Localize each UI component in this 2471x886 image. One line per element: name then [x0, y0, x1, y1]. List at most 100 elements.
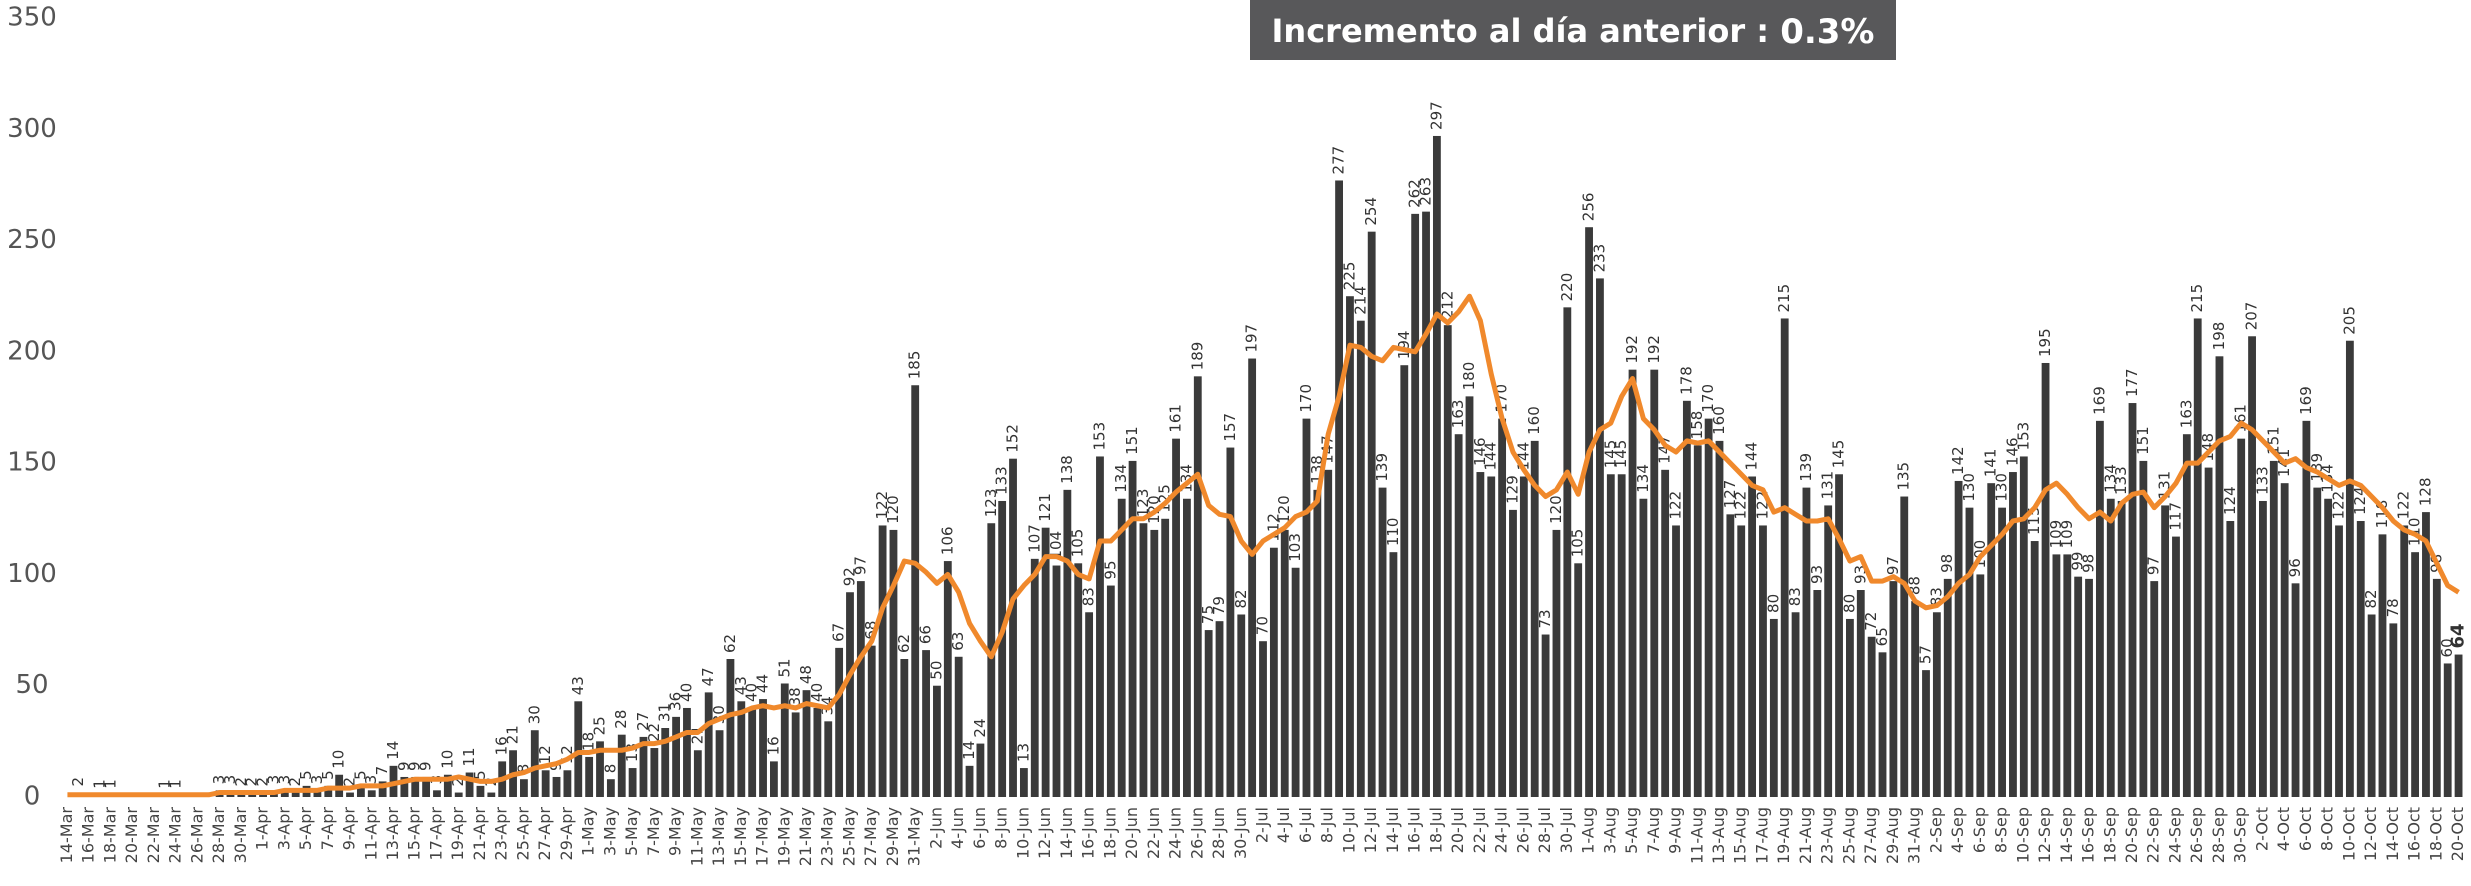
data-label: 169 [2297, 386, 2315, 415]
x-tick-label: 20-Sep [2122, 807, 2141, 863]
bar [1476, 472, 1485, 797]
data-label: 133 [993, 466, 1011, 495]
bar [1454, 434, 1463, 797]
bar [683, 707, 691, 797]
bar [737, 701, 746, 797]
data-label: 12 [536, 745, 554, 764]
bar [1248, 358, 1257, 797]
bar [367, 790, 376, 797]
bar [1041, 527, 1050, 797]
data-label: 1 [101, 779, 119, 789]
bar [1335, 180, 1343, 797]
bar [2302, 420, 2311, 797]
bar [2345, 340, 2354, 797]
x-tick-label: 14-Mar [57, 807, 76, 864]
y-tick-label: 250 [7, 225, 57, 255]
x-tick-label: 8-Oct [2318, 807, 2337, 851]
x-tick-label: 28-Jul [1535, 807, 1554, 853]
data-label: 130 [1993, 473, 2011, 502]
chart-title: Incremento al día anterior : 0.3% [1272, 12, 1875, 52]
bar [1585, 227, 1593, 797]
data-label: 256 [1580, 193, 1598, 222]
x-tick-label: 11-Apr [361, 807, 380, 861]
x-tick-label: 9-Apr [340, 807, 359, 851]
x-tick-label: 3-Aug [1600, 807, 1619, 854]
x-tick-label: 8-Sep [1992, 807, 2011, 853]
bar [1085, 612, 1094, 797]
data-label: 30 [525, 705, 543, 724]
bar [617, 734, 626, 797]
data-label: 170 [1699, 384, 1717, 413]
bar [1280, 529, 1289, 797]
x-tick-label: 5-May [622, 807, 641, 856]
bar [2019, 456, 2028, 797]
bar [280, 790, 289, 797]
bar [1215, 621, 1224, 797]
bar [2106, 498, 2115, 797]
x-tick-label: 10-Oct [2339, 807, 2358, 861]
data-label: 138 [1058, 455, 1076, 484]
data-label: 163 [1449, 400, 1467, 429]
data-label: 207 [2243, 302, 2261, 331]
bar [2215, 356, 2224, 797]
data-label: 98 [2080, 554, 2098, 573]
bar [1204, 630, 1213, 797]
bar [1987, 483, 1996, 797]
data-label: 144 [1743, 442, 1761, 471]
data-label: 134 [1112, 464, 1130, 493]
bar [378, 781, 387, 797]
data-label: 48 [797, 665, 815, 684]
data-label: 3 [362, 775, 380, 785]
data-label: 1 [167, 779, 185, 789]
x-tick-label: 23-Aug [1818, 807, 1837, 864]
bar [2411, 552, 2420, 797]
x-tick-label: 21-Apr [470, 807, 489, 861]
data-label: 106 [938, 526, 956, 555]
bar [1378, 487, 1387, 797]
data-label: 97 [851, 556, 869, 575]
data-label: 92 [840, 567, 858, 586]
bar [1639, 498, 1648, 797]
bar [1411, 213, 1420, 797]
bar [933, 685, 941, 797]
data-label: 134 [1634, 464, 1652, 493]
bar [2237, 438, 2246, 797]
x-tick-label: 1-May [579, 807, 598, 856]
data-label: 8 [514, 764, 532, 774]
x-tick-label: 26-Sep [2187, 807, 2206, 863]
bar [2204, 467, 2213, 797]
x-tick-label: 6-Jul [1296, 807, 1315, 843]
data-label: 64 [2448, 623, 2469, 648]
x-tick-label: 27-May [861, 807, 880, 866]
x-tick-label: 16-Jun [1079, 807, 1098, 859]
data-label: 145 [1601, 440, 1619, 469]
x-tick-label: 19-May [774, 807, 793, 866]
data-label: 122 [1667, 491, 1685, 520]
x-tick-label: 22-Mar [144, 807, 163, 864]
bar [552, 776, 561, 797]
data-label: 120 [1547, 495, 1565, 524]
bar [2128, 403, 2137, 797]
data-label: 185 [906, 351, 924, 380]
data-label: 95 [1101, 560, 1119, 579]
bar [726, 659, 735, 797]
data-label: 28 [612, 710, 630, 729]
bar [943, 561, 952, 797]
bar [476, 785, 485, 797]
data-label: 105 [1569, 529, 1587, 558]
x-tick-label: 16-Mar [79, 807, 98, 864]
data-label: 22 [645, 723, 663, 742]
bar [639, 736, 648, 797]
bar [1009, 458, 1017, 797]
x-tick-label: 29-May [883, 807, 902, 866]
data-label: 44 [754, 674, 772, 693]
data-label: 144 [1482, 442, 1500, 471]
data-label: 83 [1080, 587, 1098, 606]
bar [1237, 614, 1246, 797]
bar [704, 692, 713, 797]
data-label: 153 [1090, 422, 1108, 451]
x-tick-label: 14-Jul [1383, 807, 1402, 853]
bar [911, 385, 920, 797]
x-tick-label: 18-Jul [1426, 807, 1445, 853]
